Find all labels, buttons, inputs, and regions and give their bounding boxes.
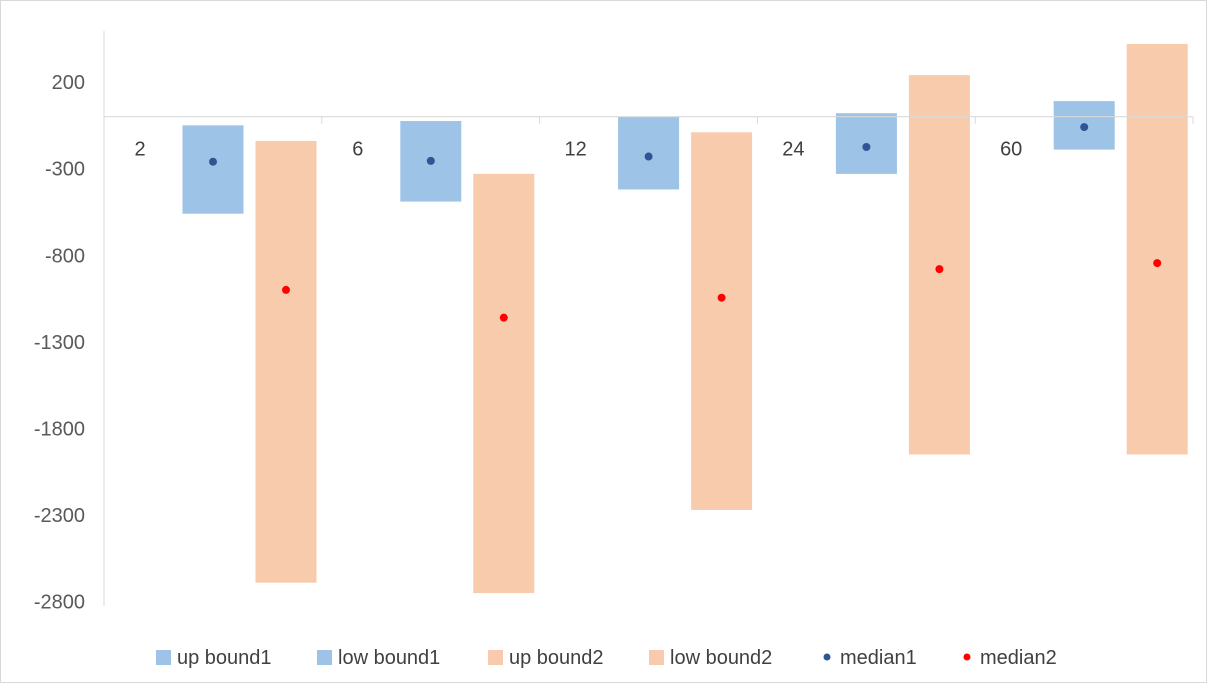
median2-point <box>1153 259 1162 268</box>
legend-label: low bound1 <box>338 647 440 669</box>
range-bars <box>182 43 1188 594</box>
range2-bar <box>908 75 970 455</box>
legend: up bound1 low bound1 up bound2 low bound2 me… <box>156 647 1057 669</box>
median2-point <box>935 265 944 274</box>
legend-item: up bound1 <box>156 647 272 669</box>
legend-dot <box>823 653 831 661</box>
y-tick-label: -1300 <box>34 332 85 354</box>
range2-bar <box>255 140 317 583</box>
y-tick-label: 200 <box>52 72 85 94</box>
median2-point <box>717 293 726 302</box>
x-axis: 2 6 12 24 60 <box>103 116 1194 161</box>
legend-swatch <box>649 650 664 665</box>
median2-point <box>499 313 508 322</box>
y-tick-label: -300 <box>45 159 85 181</box>
median1-point <box>426 156 435 165</box>
median2-point <box>282 285 290 294</box>
legend-label: median2 <box>980 647 1057 669</box>
legend-item: up bound2 <box>488 647 604 669</box>
legend-item: low bound2 <box>649 647 772 669</box>
legend-label: up bound2 <box>509 647 604 669</box>
y-tick-label: -800 <box>45 245 85 267</box>
y-axis: 200 -300 -800 -1300 -1800 -2300 -2800 <box>34 31 105 614</box>
y-tick-label: -2300 <box>34 505 85 527</box>
x-category-label: 60 <box>1000 139 1022 161</box>
median-points <box>209 123 1162 322</box>
legend-swatch <box>317 650 332 665</box>
median1-point <box>644 152 653 161</box>
x-category-label: 24 <box>782 139 804 161</box>
median1-point <box>209 157 217 166</box>
x-category-label: 12 <box>564 139 586 161</box>
x-category-label: 6 <box>352 139 363 161</box>
median1-point <box>1080 123 1089 132</box>
x-category-label: 2 <box>134 139 145 161</box>
legend-dot <box>963 653 971 661</box>
legend-item: median2 <box>963 647 1057 669</box>
legend-item: low bound1 <box>317 647 440 669</box>
legend-label: up bound1 <box>177 647 272 669</box>
range2-bar <box>691 132 753 510</box>
legend-swatch <box>488 650 503 665</box>
median1-point <box>862 143 871 152</box>
range1-bar <box>182 125 244 214</box>
legend-item: median1 <box>823 647 917 669</box>
legend-label: low bound2 <box>670 647 772 669</box>
legend-label: median1 <box>840 647 917 669</box>
y-tick-label: -1800 <box>34 419 85 441</box>
y-tick-label: -2800 <box>34 592 85 614</box>
legend-swatch <box>156 650 171 665</box>
range2-bar <box>1126 43 1188 455</box>
range2-bar <box>473 173 535 594</box>
